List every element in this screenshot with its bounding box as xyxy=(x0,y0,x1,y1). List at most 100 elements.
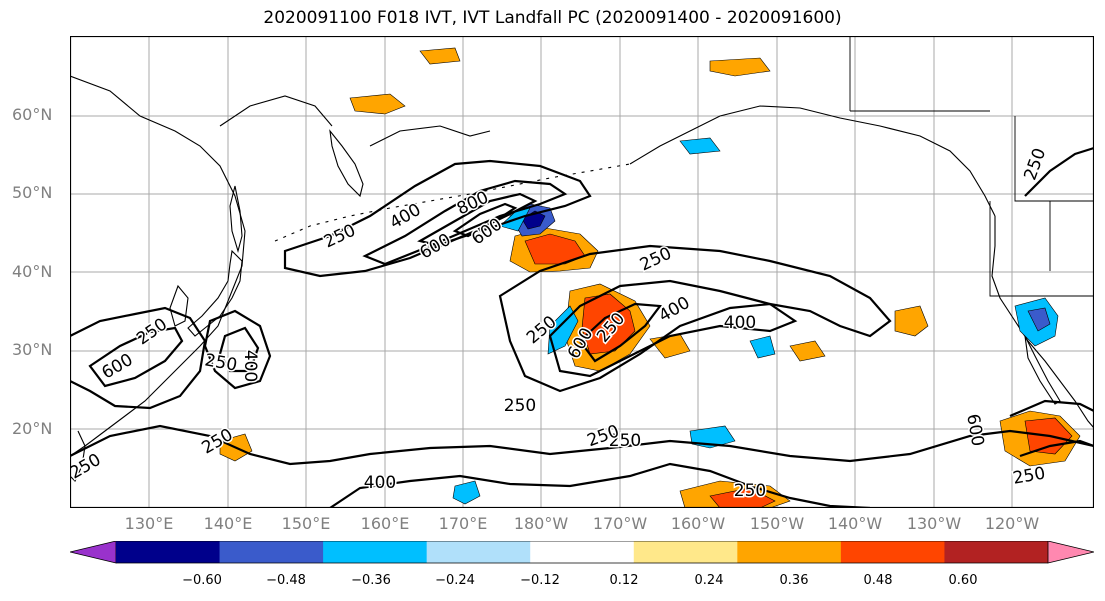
ivt-contour-south-east xyxy=(1009,399,1094,418)
lat-label-30n: 30°N xyxy=(12,340,53,359)
contour-label: 400 xyxy=(240,350,260,382)
lon-label-130e: 130°E xyxy=(124,514,174,533)
ivt-contour-600-north xyxy=(417,192,538,248)
alaska-coastline xyxy=(629,105,996,217)
colorbar-segment xyxy=(840,541,945,563)
map-frame xyxy=(70,36,1094,508)
colorbar-tick: 0.48 xyxy=(863,573,893,588)
ivt-contour-asia-inner xyxy=(88,326,184,388)
ivt-contour-250-north xyxy=(283,159,592,278)
ivt-contour-250-south xyxy=(70,424,1094,466)
contour-label: 600 xyxy=(962,412,987,447)
ivt-contours xyxy=(70,146,1094,508)
contour-label: 250 xyxy=(70,450,105,484)
ivt-contour-400-central xyxy=(548,279,798,378)
pc-shading xyxy=(219,47,1081,508)
pc-positive-orange-3 xyxy=(894,305,929,337)
ivt-contour-asia-east-inner xyxy=(218,326,260,373)
ivt-contour-250-ne xyxy=(1024,146,1094,197)
colorbar-tick: −0.36 xyxy=(351,573,391,588)
aleutian-islands xyxy=(274,163,631,242)
colorbar-tick: −0.60 xyxy=(182,573,222,588)
asia-coastline xyxy=(70,75,246,457)
contour-label: 250 xyxy=(1011,463,1046,488)
contour-label: 400 xyxy=(364,473,396,493)
lat-label-20n: 20°N xyxy=(12,419,53,438)
pc-negative-cyan-5 xyxy=(452,480,481,505)
pc-negative-blue-2 xyxy=(1027,307,1051,332)
ivt-contour-asia-east xyxy=(203,309,272,390)
lat-label-40n: 40°N xyxy=(12,262,53,281)
contour-label: 600 xyxy=(416,230,454,264)
contour-label: 800 xyxy=(454,188,492,220)
pc-positive-orange-8 xyxy=(419,47,461,65)
ivt-contour-250-central xyxy=(498,244,892,393)
pc-negative-cyan-7 xyxy=(749,335,776,359)
pc-positive-orange-11 xyxy=(649,333,691,359)
lon-label-120w: 120°W xyxy=(984,514,1040,533)
colorbar-extend-max xyxy=(1047,541,1094,564)
colorbar-segment xyxy=(944,541,1049,563)
colorbar-tick: 0.60 xyxy=(948,573,978,588)
ivt-contour-400-north xyxy=(362,179,568,266)
colorbar-segment xyxy=(219,541,324,563)
okhotsk-coastline xyxy=(219,95,333,127)
contour-label: 250 xyxy=(734,481,766,501)
lon-label-160w: 160°W xyxy=(670,514,726,533)
lon-label-170e: 170°E xyxy=(438,514,488,533)
ivt-contour-south-east-inner xyxy=(1019,439,1094,458)
colorbar-tick: −0.12 xyxy=(520,573,560,588)
contour-label: 400 xyxy=(655,293,693,327)
pc-positive-orange-7 xyxy=(349,93,406,115)
pc-negative-cyan-6 xyxy=(679,137,721,155)
korea-coastline xyxy=(169,284,189,327)
map-title: 2020091100 F018 IVT, IVT Landfall PC (20… xyxy=(263,8,842,28)
lat-label-60n: 60°N xyxy=(12,105,53,124)
lon-label-180w: 180°W xyxy=(513,514,569,533)
lon-label-140e: 140°E xyxy=(203,514,253,533)
coastlines xyxy=(70,36,1094,482)
colorbar-extend-min xyxy=(70,541,117,564)
japan-coastline xyxy=(187,249,243,337)
lon-label-160e: 160°E xyxy=(360,514,410,533)
lat-label-50n: 50°N xyxy=(12,183,53,202)
pc-negative-cyan-2 xyxy=(547,305,579,355)
ivt-contour-800-north xyxy=(452,202,518,238)
colorbar-segment xyxy=(116,541,221,563)
contour-label: 250 xyxy=(1020,146,1050,183)
colorbar-tick: −0.48 xyxy=(266,573,306,588)
colorbar-segment xyxy=(633,541,738,563)
lon-label-130w: 130°W xyxy=(906,514,962,533)
colorbar xyxy=(70,541,1094,564)
chukotka-coastline xyxy=(369,125,491,147)
colorbar-segment xyxy=(426,541,531,563)
colorbar-tick: 0.36 xyxy=(779,573,809,588)
political-borders xyxy=(849,36,1094,297)
contour-label: 400 xyxy=(724,313,756,333)
pc-positive-orange-10 xyxy=(789,340,826,362)
sakhalin-coastline xyxy=(229,185,243,254)
ivt-contour-asia-outer xyxy=(70,306,207,410)
contour-label: 250 xyxy=(203,350,238,375)
lon-label-150e: 150°E xyxy=(281,514,331,533)
colorbar-tick: −0.24 xyxy=(435,573,475,588)
contour-label: 250 xyxy=(504,396,536,416)
colorbar-segment xyxy=(737,541,842,563)
contour-label: 250 xyxy=(133,314,171,349)
kamchatka-coastline xyxy=(329,129,364,198)
pc-positive-orange-9 xyxy=(709,57,771,77)
philippines-coastline xyxy=(70,430,86,482)
colorbar-segment xyxy=(323,541,428,563)
colorbar-tick: 0.24 xyxy=(694,573,724,588)
ivt-contour-600-central xyxy=(578,302,663,363)
lon-label-150w: 150°W xyxy=(749,514,805,533)
colorbar-tick: 0.12 xyxy=(609,573,639,588)
colorbar-border xyxy=(116,541,1048,564)
ivt-contour-400-south xyxy=(329,462,871,508)
lon-label-170w: 170°W xyxy=(592,514,648,533)
colorbar-segment xyxy=(530,541,635,563)
contour-label: 250 xyxy=(609,431,641,451)
pc-positive-red-4 xyxy=(709,487,776,508)
lon-label-140w: 140°W xyxy=(827,514,883,533)
